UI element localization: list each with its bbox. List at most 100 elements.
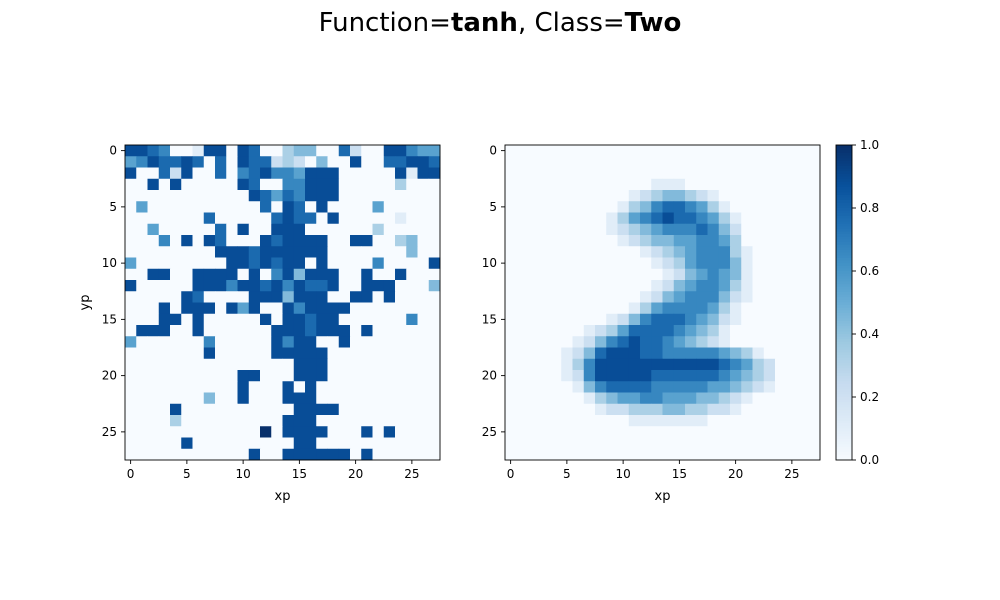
heatmap-cell bbox=[226, 190, 238, 202]
heatmap-cell bbox=[606, 246, 618, 258]
heatmap-cell bbox=[685, 201, 697, 213]
heatmap-cell bbox=[260, 280, 272, 292]
heatmap-cell bbox=[226, 325, 238, 337]
heatmap-cell bbox=[282, 291, 295, 303]
heatmap-cell bbox=[763, 212, 776, 225]
heatmap-cell bbox=[181, 212, 193, 225]
heatmap-cell bbox=[147, 201, 160, 213]
heatmap-cell bbox=[338, 302, 351, 315]
heatmap-cell bbox=[673, 212, 686, 225]
x-axis-label: xp bbox=[275, 489, 291, 504]
heatmap-cell bbox=[628, 235, 641, 247]
heatmap-cell bbox=[395, 448, 407, 461]
heatmap-cell bbox=[125, 415, 137, 427]
heatmap-cell bbox=[383, 313, 396, 326]
heatmap-cell bbox=[372, 302, 385, 315]
heatmap-cell bbox=[707, 437, 720, 450]
heatmap-cell bbox=[293, 336, 306, 348]
colorbar-segment bbox=[836, 383, 852, 387]
heatmap-cell bbox=[763, 280, 776, 292]
x-tick-label: 25 bbox=[404, 467, 419, 481]
heatmap-cell bbox=[673, 223, 686, 236]
heatmap-cell bbox=[237, 448, 250, 461]
colorbar-segment bbox=[836, 454, 852, 458]
heatmap-cell bbox=[550, 156, 562, 168]
heatmap-cell bbox=[293, 347, 306, 360]
heatmap-cell bbox=[305, 325, 317, 337]
heatmap-cell bbox=[226, 370, 238, 382]
heatmap-cell bbox=[561, 190, 573, 202]
heatmap-cell bbox=[538, 291, 551, 303]
heatmap-cell bbox=[685, 437, 697, 450]
heatmap-cell bbox=[617, 257, 630, 270]
heatmap-cell bbox=[640, 291, 652, 303]
heatmap-cell bbox=[383, 212, 396, 225]
heatmap-cell bbox=[808, 415, 821, 427]
heatmap-cell bbox=[651, 280, 663, 292]
colorbar-segment bbox=[836, 192, 852, 196]
heatmap-cell bbox=[372, 448, 385, 461]
heatmap-cell bbox=[237, 392, 250, 405]
heatmap-cell bbox=[561, 145, 573, 157]
heatmap-cell bbox=[417, 257, 430, 270]
heatmap-cell bbox=[226, 235, 238, 247]
heatmap-cell bbox=[763, 268, 776, 281]
heatmap-cell bbox=[707, 156, 720, 168]
heatmap-cell bbox=[417, 313, 430, 326]
heatmap-cell bbox=[181, 403, 193, 416]
heatmap-cell bbox=[662, 313, 675, 326]
heatmap-cell bbox=[338, 336, 351, 348]
heatmap-cell bbox=[383, 381, 396, 393]
heatmap-cell bbox=[527, 370, 540, 382]
heatmap-cell bbox=[516, 403, 528, 416]
heatmap-cell bbox=[640, 212, 652, 225]
heatmap-cell bbox=[192, 201, 205, 213]
heatmap-cell bbox=[406, 370, 418, 382]
y-tick-label: 20 bbox=[482, 369, 497, 383]
heatmap-cell bbox=[527, 426, 540, 438]
heatmap-cell bbox=[305, 167, 317, 180]
heatmap-cell bbox=[181, 190, 193, 202]
heatmap-cell bbox=[741, 426, 753, 438]
heatmap-cell bbox=[248, 257, 261, 270]
heatmap-cell bbox=[583, 370, 596, 382]
heatmap-cell bbox=[327, 313, 340, 326]
heatmap-cell bbox=[752, 437, 765, 450]
heatmap-cell bbox=[181, 280, 193, 292]
heatmap-cell bbox=[417, 235, 430, 247]
heatmap-cell bbox=[651, 302, 663, 315]
heatmap-cell bbox=[752, 358, 765, 371]
heatmap-cell bbox=[550, 302, 562, 315]
heatmap-cell bbox=[797, 392, 810, 405]
heatmap-cell bbox=[775, 302, 787, 315]
colorbar-segment bbox=[836, 423, 852, 427]
colorbar-segment bbox=[836, 410, 852, 414]
heatmap-cell bbox=[428, 370, 441, 382]
heatmap-cell bbox=[741, 167, 753, 180]
heatmap-cell bbox=[786, 448, 798, 461]
heatmap-cell bbox=[192, 268, 205, 281]
heatmap-cell bbox=[775, 280, 787, 292]
heatmap-cell bbox=[752, 336, 765, 348]
heatmap-cell bbox=[417, 347, 430, 360]
colorbar-segment bbox=[836, 226, 852, 230]
y-tick-label: 25 bbox=[102, 425, 117, 439]
heatmap-cell bbox=[516, 426, 528, 438]
heatmap-cell bbox=[640, 403, 652, 416]
heatmap-cell bbox=[327, 381, 340, 393]
heatmap-cell bbox=[651, 448, 663, 461]
heatmap-cell bbox=[372, 212, 385, 225]
heatmap-cell bbox=[361, 313, 373, 326]
heatmap-cell bbox=[293, 426, 306, 438]
heatmap-cell bbox=[628, 437, 641, 450]
heatmap-cell bbox=[181, 448, 193, 461]
heatmap-cell bbox=[226, 291, 238, 303]
heatmap-cell bbox=[572, 178, 585, 191]
heatmap-cell bbox=[662, 358, 675, 371]
heatmap-cell bbox=[583, 448, 596, 461]
heatmap-cell bbox=[797, 313, 810, 326]
heatmap-cell bbox=[147, 235, 160, 247]
heatmap-cell bbox=[505, 223, 517, 236]
heatmap-cell bbox=[260, 437, 272, 450]
heatmap-cell bbox=[786, 156, 798, 168]
